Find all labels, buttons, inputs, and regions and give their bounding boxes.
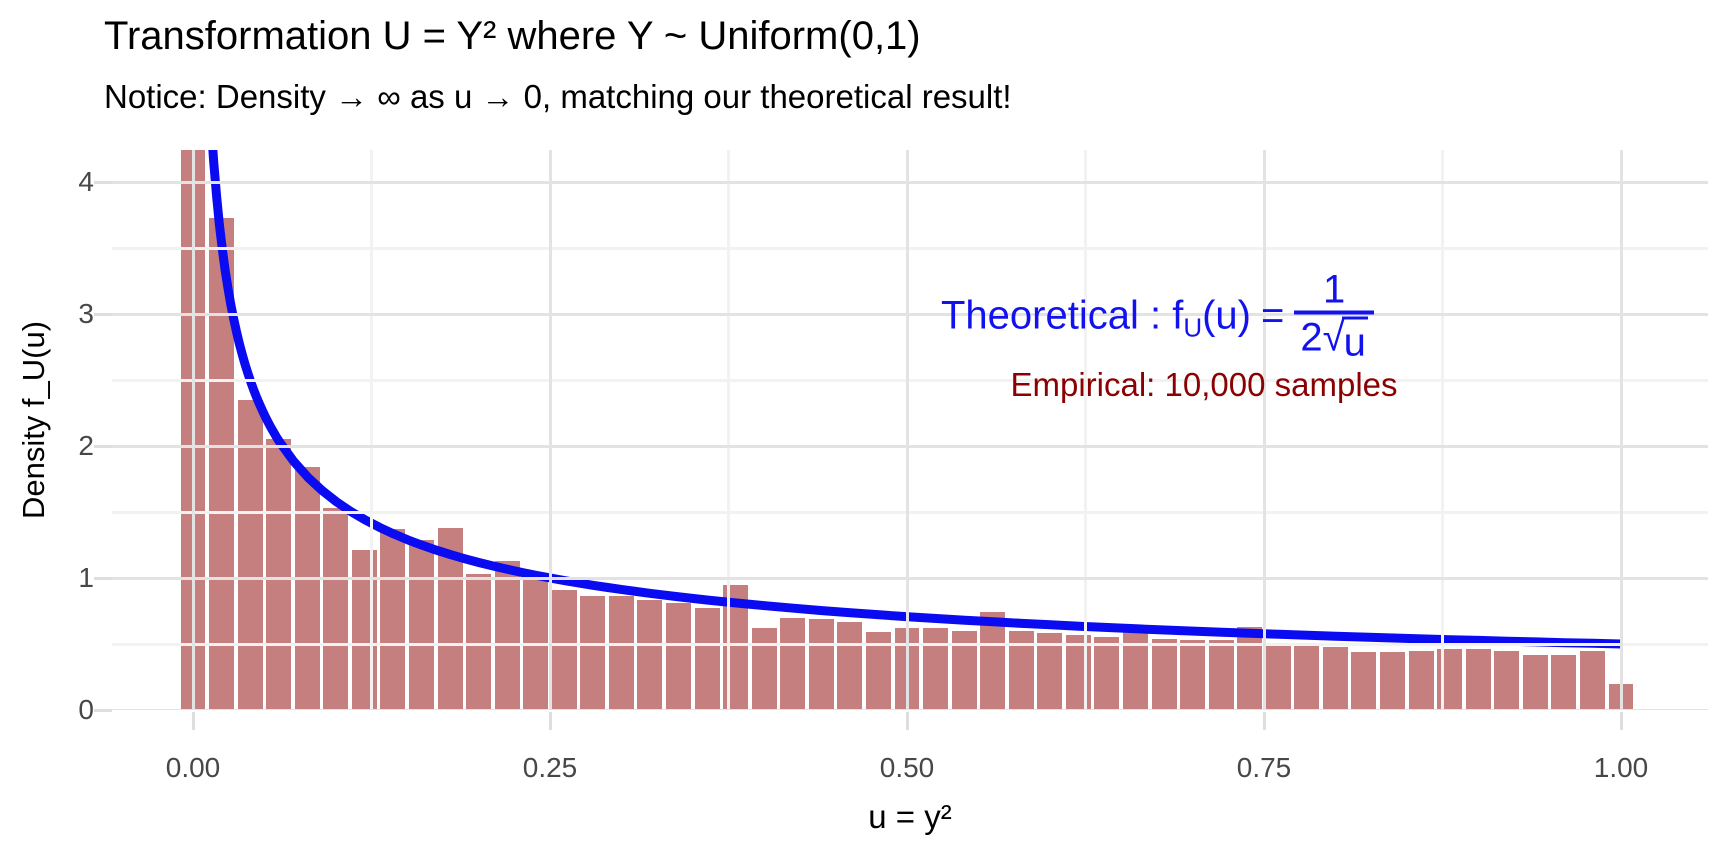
x-tick-label: 0.00 — [165, 752, 221, 783]
x-major-gridline — [1619, 150, 1623, 710]
plot-panel — [112, 150, 1708, 710]
x-major-gridline — [191, 150, 195, 710]
fraction-numerator: 1 — [1322, 267, 1346, 312]
y-tick-label: 0 — [78, 694, 94, 725]
plot-subtitle: Notice: Density → ∞ as u → 0, matching o… — [104, 78, 1012, 115]
plot-title: Transformation U = Y² where Y ~ Uniform(… — [104, 14, 921, 58]
y-axis-tick — [94, 444, 112, 448]
histogram-bar — [1494, 650, 1520, 710]
y-minor-gridline — [112, 378, 1708, 382]
y-minor-gridline — [112, 642, 1708, 646]
histogram-bar — [580, 596, 606, 710]
y-tick-label: 1 — [78, 562, 94, 593]
x-major-gridline — [1262, 150, 1266, 710]
histogram-bar — [266, 439, 292, 710]
theoretical-formula-annotation: Theoretical : fU(u) = 1 2 √ u — [941, 269, 1374, 364]
histogram-bar — [409, 539, 434, 710]
histogram-bar — [637, 600, 663, 710]
theoretical-label: Theoretical : fU(u) — [941, 293, 1251, 343]
theoretical-density-curve — [208, 150, 1622, 649]
y-major-gridline — [112, 708, 1708, 710]
y-minor-gridline — [112, 510, 1708, 514]
histogram-bar — [1351, 651, 1377, 710]
fraction-denominator: 2 √ u — [1294, 310, 1374, 364]
x-axis-tick — [1619, 712, 1623, 730]
histogram-bar — [1465, 649, 1491, 710]
histogram-bar — [1522, 654, 1548, 710]
radicand-u: u — [1341, 316, 1368, 364]
x-axis-tick — [1262, 712, 1266, 730]
x-minor-gridline — [370, 150, 373, 710]
x-tick-label: 0.25 — [522, 752, 578, 783]
y-major-gridline — [112, 576, 1708, 580]
y-axis-tick — [94, 312, 112, 316]
histogram-bar — [1180, 640, 1206, 710]
histogram-bar — [780, 617, 806, 710]
subscript-U: U — [1183, 312, 1203, 343]
histogram-bar — [1551, 654, 1577, 710]
histogram-bar — [608, 596, 634, 710]
histogram-bar — [380, 529, 406, 710]
x-axis-tick — [905, 712, 909, 730]
x-major-gridline — [905, 150, 909, 710]
y-minor-gridline — [112, 246, 1708, 250]
histogram-bar — [294, 467, 320, 710]
histogram-bar — [1237, 626, 1263, 710]
histogram-bar — [1265, 644, 1291, 710]
equals-sign: = — [1261, 293, 1285, 338]
y-major-gridline — [112, 312, 1708, 316]
histogram-bar — [1208, 640, 1234, 710]
radical-sign: √ — [1322, 315, 1345, 360]
histogram-bar — [837, 621, 863, 710]
y-axis-title: Density f_U(u) — [16, 320, 51, 520]
y-axis-tick — [94, 708, 112, 712]
y-major-gridline — [112, 180, 1708, 184]
y-axis-tick — [94, 576, 112, 580]
x-axis-title: u = y² — [868, 798, 952, 835]
x-axis-tick — [191, 712, 195, 730]
x-minor-gridline — [1441, 150, 1444, 710]
histogram-bar — [808, 618, 834, 710]
x-major-gridline — [548, 150, 552, 710]
histogram-bar — [1037, 633, 1063, 710]
x-minor-gridline — [1084, 150, 1087, 710]
histogram-bar — [1294, 645, 1320, 710]
histogram-bar — [1408, 650, 1434, 710]
histogram-bar — [666, 603, 691, 710]
empirical-samples-annotation: Empirical: 10,000 samples — [1010, 366, 1398, 403]
histogram-bar — [694, 608, 720, 710]
histogram-bar — [323, 508, 349, 710]
histogram-bar — [551, 589, 577, 710]
x-tick-label: 0.50 — [879, 752, 935, 783]
histogram-bar — [751, 628, 777, 710]
histogram-bar — [1094, 637, 1120, 710]
histogram-bar — [980, 612, 1006, 710]
histogram-bar — [1322, 646, 1348, 710]
x-minor-gridline — [727, 150, 730, 710]
histogram-bar — [1123, 626, 1148, 710]
fraction-one-over-two-sqrt-u: 1 2 √ u — [1294, 267, 1374, 364]
histogram-bar — [466, 574, 492, 710]
histogram-bar — [1380, 651, 1405, 710]
histogram-bar — [1151, 638, 1177, 710]
histogram-bar — [1579, 650, 1605, 710]
x-tick-label: 1.00 — [1593, 752, 1649, 783]
y-tick-label: 3 — [78, 298, 94, 329]
histogram-bar — [923, 628, 949, 710]
histogram-bar — [494, 560, 520, 710]
y-major-gridline — [112, 444, 1708, 448]
y-tick-label: 2 — [78, 430, 94, 461]
x-axis-tick — [548, 712, 552, 730]
y-axis-tick — [94, 180, 112, 184]
histogram-bar — [237, 399, 263, 710]
x-tick-label: 0.75 — [1236, 752, 1292, 783]
y-tick-label: 4 — [78, 166, 94, 197]
